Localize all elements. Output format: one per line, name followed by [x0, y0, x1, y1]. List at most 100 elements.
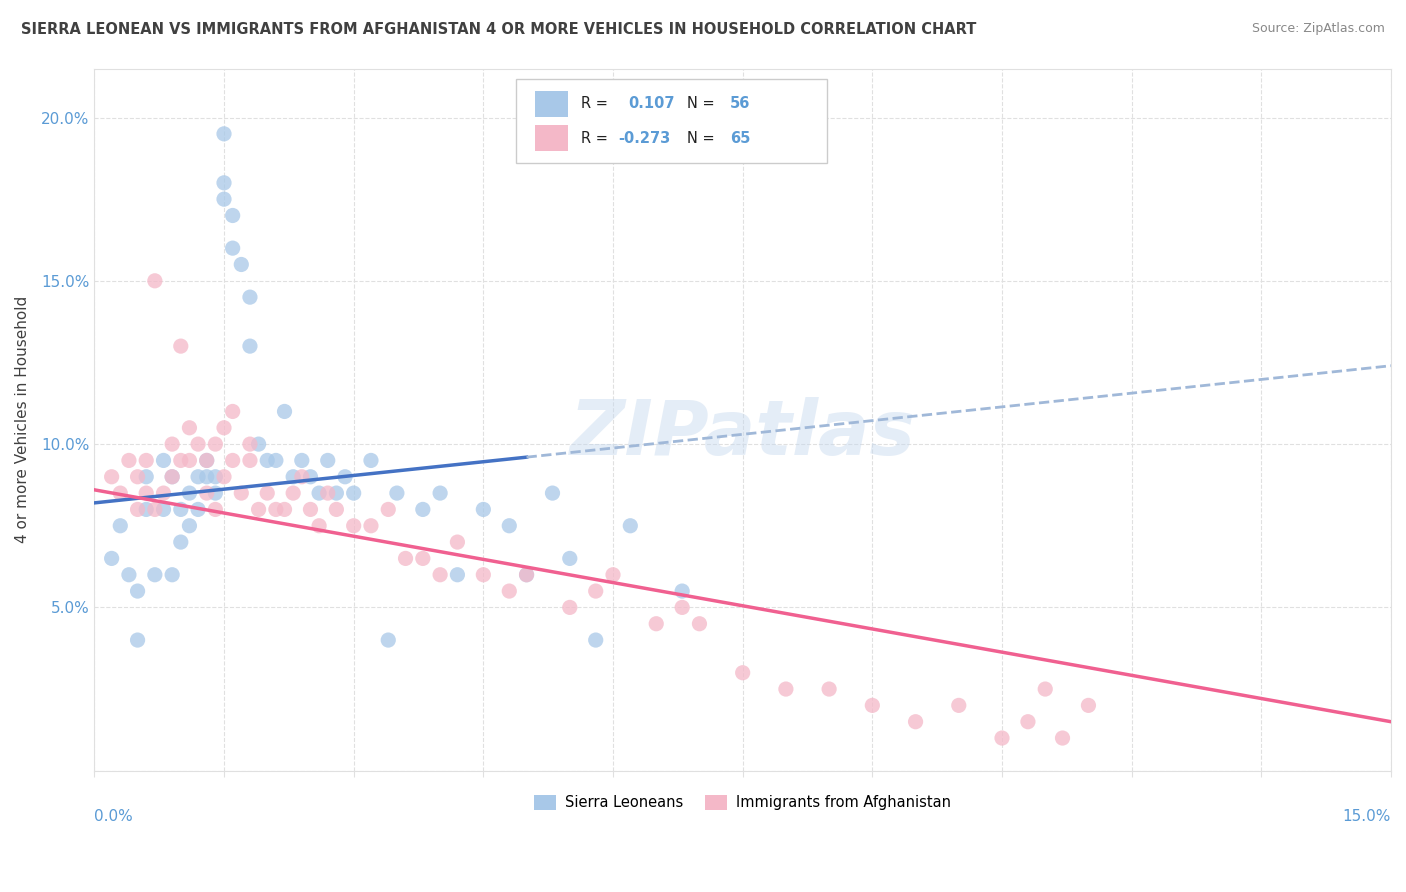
Point: [860, 698, 883, 713]
Point: [394, 551, 416, 566]
Text: 56: 56: [730, 96, 749, 112]
Point: [204, 486, 226, 500]
Point: [239, 453, 262, 467]
Text: R =: R =: [581, 96, 617, 112]
Point: [283, 469, 305, 483]
Point: [221, 404, 243, 418]
Point: [212, 176, 235, 190]
Point: [135, 469, 157, 483]
Point: [541, 486, 564, 500]
Point: [221, 453, 243, 467]
Point: [385, 486, 408, 500]
Point: [273, 404, 295, 418]
Point: [195, 469, 218, 483]
Point: [212, 421, 235, 435]
Point: [991, 731, 1014, 745]
Point: [308, 518, 330, 533]
Bar: [536, 126, 568, 152]
Point: [187, 469, 209, 483]
Point: [446, 535, 468, 549]
Point: [585, 584, 607, 599]
FancyBboxPatch shape: [516, 79, 827, 163]
Point: [316, 486, 339, 500]
Point: [195, 453, 218, 467]
Point: [195, 453, 218, 467]
Point: [446, 567, 468, 582]
Text: 65: 65: [730, 131, 749, 146]
Point: [179, 421, 201, 435]
Point: [152, 486, 174, 500]
Point: [360, 518, 382, 533]
Point: [127, 502, 149, 516]
Point: [818, 681, 841, 696]
Point: [325, 502, 347, 516]
Point: [472, 567, 495, 582]
Point: [1017, 714, 1039, 729]
Point: [498, 584, 520, 599]
Point: [264, 453, 287, 467]
Point: [143, 274, 166, 288]
Point: [135, 453, 157, 467]
Point: [308, 486, 330, 500]
Text: 0.0%: 0.0%: [94, 809, 134, 824]
Point: [212, 469, 235, 483]
Point: [160, 567, 183, 582]
Point: [212, 192, 235, 206]
Point: [671, 600, 693, 615]
Point: [247, 502, 270, 516]
Point: [602, 567, 624, 582]
Point: [671, 584, 693, 599]
Point: [299, 469, 322, 483]
Point: [231, 486, 253, 500]
Point: [516, 567, 538, 582]
Point: [160, 469, 183, 483]
Point: [170, 453, 193, 467]
Point: [127, 633, 149, 648]
Point: [110, 486, 132, 500]
Point: [118, 453, 141, 467]
Point: [412, 551, 434, 566]
Point: [204, 469, 226, 483]
Point: [377, 633, 399, 648]
Point: [195, 486, 218, 500]
Point: [239, 290, 262, 304]
Point: [948, 698, 970, 713]
Point: [160, 437, 183, 451]
Point: [212, 127, 235, 141]
Point: [498, 518, 520, 533]
Point: [143, 502, 166, 516]
Point: [231, 258, 253, 272]
Point: [558, 551, 581, 566]
Point: [100, 469, 122, 483]
Point: [585, 633, 607, 648]
Point: [239, 339, 262, 353]
Text: -0.273: -0.273: [619, 131, 671, 146]
Point: [187, 502, 209, 516]
Point: [179, 453, 201, 467]
Point: [731, 665, 754, 680]
Point: [264, 502, 287, 516]
Point: [291, 453, 314, 467]
Point: [343, 486, 366, 500]
Point: [273, 502, 295, 516]
Point: [472, 502, 495, 516]
Point: [187, 437, 209, 451]
Point: [170, 339, 193, 353]
Point: [247, 437, 270, 451]
Legend: Sierra Leoneans, Immigrants from Afghanistan: Sierra Leoneans, Immigrants from Afghani…: [529, 789, 956, 816]
Point: [221, 241, 243, 255]
Point: [179, 518, 201, 533]
Point: [291, 469, 314, 483]
Text: Source: ZipAtlas.com: Source: ZipAtlas.com: [1251, 22, 1385, 36]
Point: [325, 486, 347, 500]
Point: [170, 535, 193, 549]
Point: [1077, 698, 1099, 713]
Point: [256, 486, 278, 500]
Point: [170, 502, 193, 516]
Point: [135, 486, 157, 500]
Point: [412, 502, 434, 516]
Point: [1052, 731, 1074, 745]
Bar: [536, 91, 568, 117]
Point: [256, 453, 278, 467]
Point: [558, 600, 581, 615]
